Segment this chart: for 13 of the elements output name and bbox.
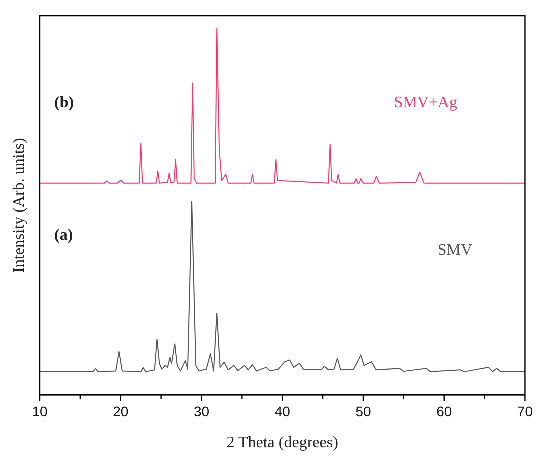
annotation: (a) (54, 226, 74, 244)
x-tick-label: 60 (436, 403, 452, 420)
text: SMV (438, 242, 473, 260)
annotation: (b) (54, 94, 74, 112)
x-tick-label: 70 (517, 403, 534, 420)
x-tick-label: 40 (274, 403, 291, 420)
x-axis-title: 2 Theta (degrees) (226, 434, 338, 452)
text: SMV+Ag (394, 94, 458, 112)
x-tick-label: 20 (113, 403, 129, 420)
x-tick-label: 50 (356, 403, 372, 420)
x-tick-label: 10 (32, 403, 48, 420)
y-axis-title: Intensity (Arb. units) (11, 138, 28, 273)
x-tick-label: 30 (194, 403, 210, 420)
